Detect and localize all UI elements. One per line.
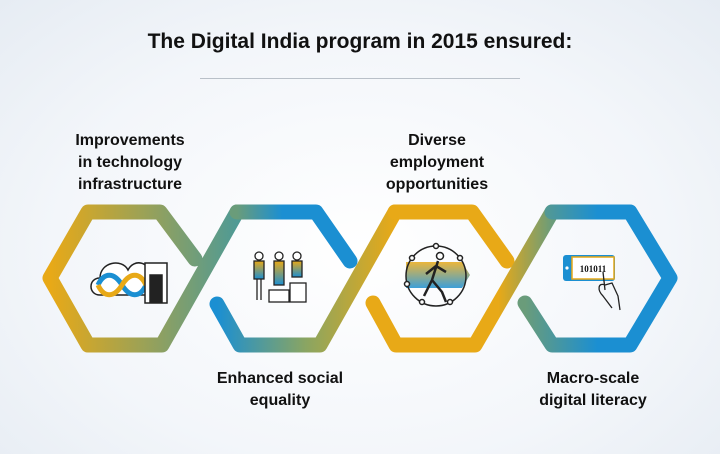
label-line: employment [389, 154, 485, 171]
cloud-server-icon [90, 262, 168, 304]
hexagon-4 [517, 204, 678, 353]
label-line: equality [249, 392, 311, 409]
tablet-binary-text: 101011 [580, 264, 607, 274]
runner-network-icon [403, 242, 470, 307]
hexagon-1-upper [42, 204, 245, 353]
page-title: The Digital India program in 2015 ensure… [147, 30, 573, 53]
tablet-touch-icon: 101011 [563, 255, 621, 311]
label-line: Macro-scale [546, 370, 640, 387]
label-digital-literacy: Macro-scale digital literacy [493, 368, 693, 412]
divider [200, 78, 520, 79]
label-line: Improvements [75, 132, 185, 149]
label-line: Diverse [408, 132, 466, 149]
hexagon-2-upper [229, 204, 358, 269]
label-line: digital literacy [539, 392, 647, 409]
people-podium-icon [253, 251, 307, 303]
label-line: Enhanced social [216, 370, 344, 387]
label-line: infrastructure [77, 176, 183, 193]
label-technology-infrastructure: Improvements in technology infrastructur… [30, 130, 230, 196]
hexagon-3-upper [387, 204, 515, 269]
hexagon-2-lower [209, 204, 403, 353]
label-line: in technology [78, 154, 182, 171]
label-line: opportunities [385, 176, 489, 193]
label-social-equality: Enhanced social equality [180, 368, 380, 412]
label-employment: Diverse employment opportunities [337, 130, 537, 196]
hexagon-3-lower [365, 204, 560, 353]
